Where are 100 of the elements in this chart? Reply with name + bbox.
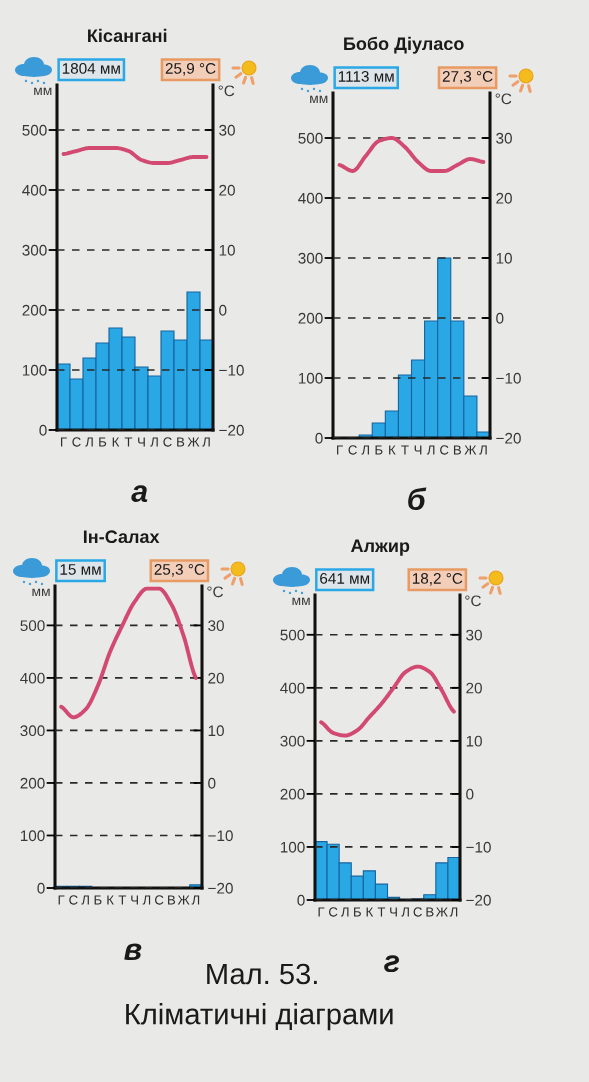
x-tick-label: Т [377,907,386,917]
x-tick-label: К [389,445,396,455]
y2-tick-label: −20 [219,424,244,436]
x-tick-label: Л [361,445,369,455]
y-tick-label: 0 [297,894,305,906]
chart-title: Кісангані [88,28,167,43]
x-tick-label: Т [401,445,409,455]
y2-tick-label: −10 [466,841,491,853]
y-tick-label: 300 [22,244,47,256]
x-tick-label: Г [337,445,343,455]
x-tick-label: В [168,895,176,905]
x-tick-label: Л [150,437,158,447]
text: 27,3 °C [442,71,493,84]
y2-tick-label: 30 [466,629,482,641]
y-tick-label: 300 [280,735,305,747]
x-tick-label: С [163,437,172,447]
y-tick-label: 500 [20,620,45,632]
y-tick-label: 500 [280,629,305,641]
y-tick-label: 300 [20,725,45,737]
text: Кліматичні діаграми [126,1003,393,1031]
x-tick-label: Ж [464,445,477,455]
x-tick-label: Б [99,437,107,447]
text: Мал. 53. [207,963,317,985]
y2-axis-title: °C [465,595,481,607]
y-axis-title: мм [34,87,52,96]
text: б [408,487,427,511]
y-tick-label: 100 [298,372,323,384]
y2-tick-label: −10 [219,364,244,376]
x-tick-label: Т [124,437,133,447]
y2-tick-label: −10 [208,830,233,842]
y2-tick-label: 30 [496,132,512,144]
y2-axis-title: °C [218,85,235,97]
y-tick-label: 200 [298,312,323,324]
y-tick-label: 400 [280,682,305,694]
x-tick-label: К [107,895,114,905]
x-tick-label: Б [354,907,361,917]
y2-tick-label: 0 [219,304,227,316]
text: 25,9 °C [165,63,216,76]
y2-tick-label: 10 [208,725,224,737]
x-tick-label: Б [375,445,383,455]
y-tick-label: 100 [20,830,45,842]
y2-tick-label: 20 [208,672,224,684]
y2-tick-label: 10 [466,735,482,747]
x-tick-label: Ч [131,895,138,905]
x-tick-label: В [177,437,185,447]
text: 641 мм [320,573,370,584]
x-tick-label: Л [340,907,349,917]
y2-tick-label: 0 [496,312,504,324]
x-tick-label: Ж [435,907,448,917]
y2-tick-label: −20 [208,882,233,894]
x-tick-label: К [112,437,120,447]
chart-title: Ін-Салах [83,530,160,544]
y2-tick-label: 20 [466,682,482,694]
x-tick-label: С [155,895,164,905]
x-tick-label: Б [94,895,102,905]
y-axis-title: мм [310,95,328,104]
y2-tick-label: 20 [496,192,512,204]
y-tick-label: 0 [37,882,45,894]
x-tick-label: Г [318,907,325,917]
x-tick-label: С [72,437,81,447]
y-tick-label: 400 [20,672,45,684]
y-tick-label: 0 [39,424,47,436]
y2-axis-title: °C [495,93,512,105]
y2-tick-label: −20 [496,432,521,444]
x-tick-label: Л [85,437,93,447]
chart-title: Алжир [350,539,410,556]
y-tick-label: 200 [280,788,305,800]
y2-tick-label: −20 [466,894,491,906]
text: 1804 мм [62,63,120,74]
y2-tick-label: 30 [208,620,224,632]
x-tick-label: Ч [414,445,422,455]
x-tick-label: В [453,445,461,455]
x-tick-label: С [329,907,338,917]
x-tick-label: Ж [177,895,190,905]
x-tick-label: Л [479,445,487,455]
y-tick-label: 500 [22,124,47,136]
text: 18,2 °C [412,573,463,586]
x-tick-label: Л [202,437,210,447]
x-tick-label: Ч [390,907,397,917]
text: 1113 мм [338,71,394,82]
x-tick-label: Г [61,437,67,447]
chart-title: Бобо Діуласо [344,36,464,54]
y-tick-label: 100 [280,841,305,853]
y-tick-label: 100 [22,364,47,376]
y-tick-label: 500 [298,132,323,144]
y-tick-label: 200 [20,777,45,789]
y-axis-title: мм [32,588,50,597]
y-axis-title: мм [292,597,310,606]
y2-tick-label: 10 [496,252,512,264]
y2-tick-label: 0 [466,788,474,800]
y2-axis-title: °C [207,586,223,598]
x-tick-label: К [366,907,374,917]
x-tick-label: В [426,907,434,917]
y2-tick-label: 0 [208,777,216,789]
text: 15 мм [60,564,101,575]
text: г [384,955,400,973]
y2-tick-label: −10 [496,372,521,384]
y2-tick-label: 10 [219,244,235,256]
y-tick-label: 400 [298,192,323,204]
x-tick-label: Л [191,895,200,905]
